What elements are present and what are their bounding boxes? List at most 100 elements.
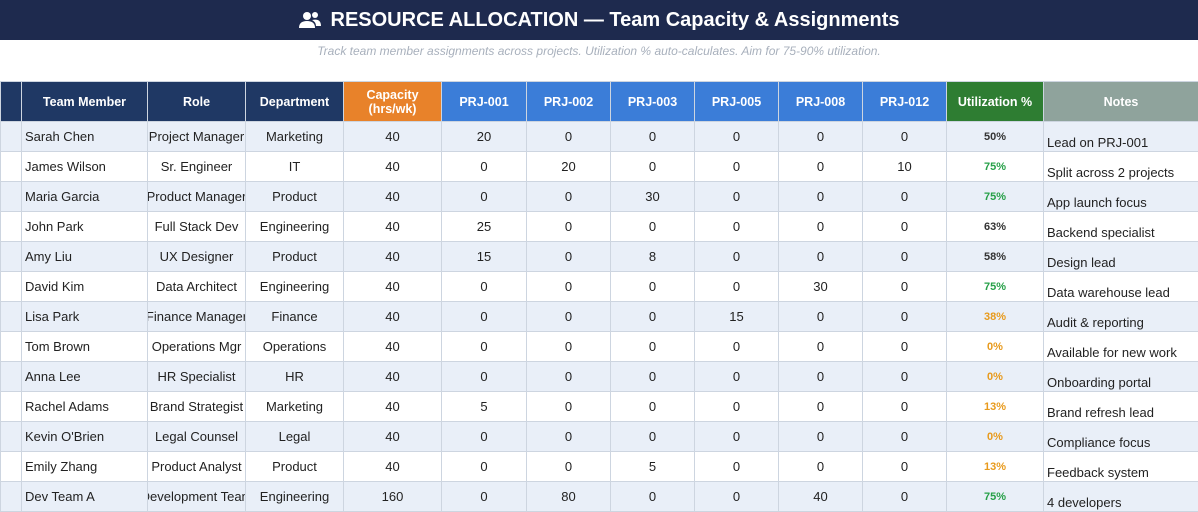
table-cell: 50% — [947, 122, 1044, 152]
cell-text: Engineering — [246, 483, 343, 511]
cell-text: 0 — [863, 213, 946, 241]
table-cell: 0 — [695, 482, 779, 512]
cell-text: Legal — [246, 423, 343, 451]
cell-text: Rachel Adams — [22, 393, 147, 421]
row-marker — [1, 242, 22, 272]
table-cell: Product — [246, 182, 344, 212]
table-cell: 0 — [863, 302, 947, 332]
cell-text: Operations — [246, 333, 343, 361]
table-cell: 0 — [527, 272, 611, 302]
cell-text: Marketing — [246, 123, 343, 151]
table-cell: 0 — [611, 122, 695, 152]
cell-text: Marketing — [246, 393, 343, 421]
cell-text: Data Architect — [148, 273, 245, 301]
cell-text: 0 — [863, 243, 946, 271]
cell-text: 8 — [611, 243, 694, 271]
cell-text: 40 — [344, 213, 441, 241]
cell-text: 5 — [611, 453, 694, 481]
table-cell: Anna Lee — [22, 362, 148, 392]
cell-text: Available for new work — [1044, 332, 1198, 361]
row-marker — [1, 452, 22, 482]
table-cell: 0 — [695, 392, 779, 422]
cell-text: HR — [246, 363, 343, 391]
table-cell: 0 — [611, 152, 695, 182]
table-cell: Brand refresh lead — [1044, 392, 1198, 422]
table-cell: 40 — [344, 212, 442, 242]
cell-text: 0 — [863, 333, 946, 361]
cell-text: 20 — [442, 123, 526, 151]
cell-text: 0 — [527, 453, 610, 481]
table-cell: Audit & reporting — [1044, 302, 1198, 332]
table-cell: 0 — [779, 182, 863, 212]
cell-text: 0 — [442, 183, 526, 211]
table-cell: Dev Team A — [22, 482, 148, 512]
table-cell: 4 developers — [1044, 482, 1198, 512]
cell-text: Lisa Park — [22, 303, 147, 331]
cell-text: 40 — [344, 453, 441, 481]
cell-text: Amy Liu — [22, 243, 147, 271]
table-cell: 0 — [863, 452, 947, 482]
table-cell: 0 — [863, 482, 947, 512]
cell-text: Product Analyst — [148, 453, 245, 481]
table-cell: 38% — [947, 302, 1044, 332]
table-cell: Backend specialist — [1044, 212, 1198, 242]
subtitle: Track team member assignments across pro… — [0, 41, 1198, 61]
cell-text: 0 — [442, 363, 526, 391]
table-cell: 5 — [442, 392, 527, 422]
table-cell: 0 — [442, 332, 527, 362]
cell-text: 25 — [442, 213, 526, 241]
table-cell: 15 — [442, 242, 527, 272]
table-cell: 30 — [611, 182, 695, 212]
cell-text: 15 — [442, 243, 526, 271]
cell-text: Brand Strategist — [148, 393, 245, 421]
table-cell: 0 — [695, 122, 779, 152]
table-cell: 160 — [344, 482, 442, 512]
table-cell: 0 — [442, 272, 527, 302]
table-cell: 0 — [527, 362, 611, 392]
column-header: Capacity (hrs/wk) — [344, 82, 442, 122]
column-header: PRJ-001 — [442, 82, 527, 122]
cell-text: 0 — [527, 333, 610, 361]
table-cell: Data warehouse lead — [1044, 272, 1198, 302]
table-cell: 0 — [695, 332, 779, 362]
cell-text: 0% — [947, 333, 1043, 361]
cell-text: 75% — [947, 183, 1043, 211]
table-cell: App launch focus — [1044, 182, 1198, 212]
table-cell: 0 — [779, 452, 863, 482]
cell-text: Operations Mgr — [148, 333, 245, 361]
table-cell: 0 — [442, 152, 527, 182]
table-cell: 5 — [611, 452, 695, 482]
table-cell: 0 — [779, 152, 863, 182]
cell-text: 0% — [947, 363, 1043, 391]
table-cell: Maria Garcia — [22, 182, 148, 212]
column-header: Team Member — [22, 82, 148, 122]
row-marker — [1, 212, 22, 242]
table-cell: Compliance focus — [1044, 422, 1198, 452]
table-cell: Marketing — [246, 122, 344, 152]
table-cell: 0 — [863, 332, 947, 362]
table-cell: IT — [246, 152, 344, 182]
table-cell: 0 — [611, 482, 695, 512]
table-cell: 8 — [611, 242, 695, 272]
table-cell: 0 — [863, 242, 947, 272]
cell-text: 0 — [779, 303, 862, 331]
cell-text: Kevin O'Brien — [22, 423, 147, 451]
cell-text: 0 — [611, 363, 694, 391]
cell-text: Lead on PRJ-001 — [1044, 122, 1198, 151]
cell-text: 0 — [863, 183, 946, 211]
table-cell: 40 — [344, 362, 442, 392]
table-cell: Product — [246, 242, 344, 272]
cell-text: 0 — [779, 123, 862, 151]
table-cell: 0% — [947, 362, 1044, 392]
table-cell: 0 — [863, 392, 947, 422]
table-cell: 0 — [527, 122, 611, 152]
table-cell: 0 — [695, 152, 779, 182]
table-cell: 0 — [611, 272, 695, 302]
row-marker — [1, 152, 22, 182]
table-cell: 0 — [527, 452, 611, 482]
table-cell: Onboarding portal — [1044, 362, 1198, 392]
cell-text: Engineering — [246, 273, 343, 301]
